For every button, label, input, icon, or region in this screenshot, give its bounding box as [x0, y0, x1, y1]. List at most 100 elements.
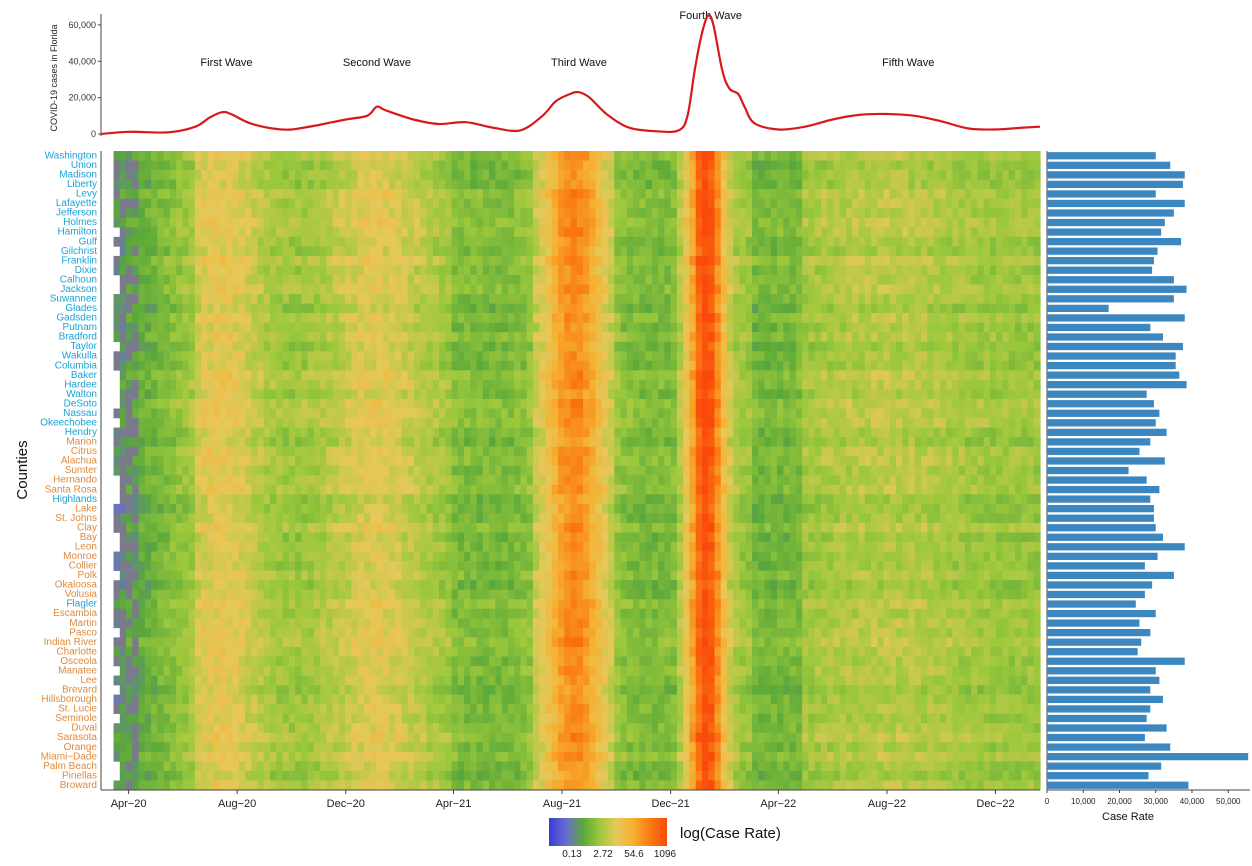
- heatmap-cell: [545, 161, 552, 171]
- heatmap-cell: [464, 428, 471, 438]
- heatmap-cell: [320, 313, 327, 323]
- heatmap-cell: [408, 265, 415, 275]
- heatmap-cell: [145, 389, 152, 399]
- heatmap-cell: [239, 437, 246, 447]
- heatmap-cell: [758, 351, 765, 361]
- heatmap-cell: [608, 361, 615, 371]
- heatmap-cell: [877, 275, 884, 285]
- heatmap-cell: [445, 151, 452, 161]
- heatmap-cell: [333, 342, 340, 352]
- heatmap-cell: [564, 199, 571, 209]
- heatmap-cell: [364, 256, 371, 266]
- heatmap-cell: [395, 409, 402, 419]
- heatmap-cell: [884, 189, 891, 199]
- heatmap-cell: [708, 447, 715, 457]
- heatmap-cell: [871, 161, 878, 171]
- heatmap-cell: [401, 313, 408, 323]
- heatmap-cell: [345, 370, 352, 380]
- heatmap-cell: [921, 227, 928, 237]
- heatmap-cell: [458, 332, 465, 342]
- heatmap-cell: [226, 437, 233, 447]
- heatmap-cell: [702, 380, 709, 390]
- heatmap-cell: [433, 399, 440, 409]
- heatmap-cell: [245, 466, 252, 476]
- heatmap-cell: [176, 418, 183, 428]
- heatmap-cell: [339, 342, 346, 352]
- heatmap-cell: [708, 218, 715, 228]
- heatmap-cell: [539, 180, 546, 190]
- heatmap-cell: [157, 199, 164, 209]
- heatmap-cell: [683, 409, 690, 419]
- heatmap-cell: [671, 342, 678, 352]
- heatmap-cell: [934, 389, 941, 399]
- heatmap-cell: [884, 294, 891, 304]
- heatmap-cell: [664, 227, 671, 237]
- heatmap-cell: [677, 389, 684, 399]
- heatmap-cell: [564, 218, 571, 228]
- heatmap-cell: [858, 304, 865, 314]
- heatmap-cell: [270, 275, 277, 285]
- heatmap-cell: [477, 180, 484, 190]
- heatmap-cell: [364, 180, 371, 190]
- heatmap-cell: [884, 342, 891, 352]
- heatmap-cell: [777, 170, 784, 180]
- heatmap-cell: [264, 447, 271, 457]
- heatmap-cell: [852, 199, 859, 209]
- heatmap-cell: [890, 389, 897, 399]
- heatmap-cell: [139, 199, 146, 209]
- heatmap-cell: [552, 237, 559, 247]
- heatmap-cell: [934, 342, 941, 352]
- heatmap-cell: [721, 370, 728, 380]
- heatmap-cell: [671, 313, 678, 323]
- heatmap-cell: [527, 389, 534, 399]
- heatmap-cell: [990, 151, 997, 161]
- heatmap-cell: [251, 313, 258, 323]
- heatmap-cell: [646, 389, 653, 399]
- heatmap-cell: [940, 380, 947, 390]
- heatmap-cell: [1021, 275, 1028, 285]
- heatmap-cell: [226, 323, 233, 333]
- heatmap-cell: [132, 437, 139, 447]
- heatmap-cell: [389, 265, 396, 275]
- heatmap-cell: [151, 237, 158, 247]
- heatmap-cell: [1009, 246, 1016, 256]
- heatmap-cell: [383, 323, 390, 333]
- heatmap-cell: [752, 294, 759, 304]
- heatmap-cell: [689, 370, 696, 380]
- heatmap-cell: [965, 399, 972, 409]
- heatmap-cell: [120, 418, 127, 428]
- heatmap-cell: [689, 161, 696, 171]
- heatmap-cell: [239, 370, 246, 380]
- heatmap-cell: [533, 456, 540, 466]
- heatmap-cell: [658, 161, 665, 171]
- heatmap-cell: [990, 456, 997, 466]
- heatmap-cell: [1009, 380, 1016, 390]
- heatmap-cell: [627, 246, 634, 256]
- heatmap-cell: [783, 256, 790, 266]
- heatmap-cell: [621, 227, 628, 237]
- heatmap-cell: [552, 189, 559, 199]
- heatmap-cell: [808, 437, 815, 447]
- heatmap-cell: [483, 313, 490, 323]
- heatmap-cell: [258, 351, 265, 361]
- heatmap-cell: [182, 285, 189, 295]
- heatmap-cell: [558, 399, 565, 409]
- heatmap-cell: [414, 332, 421, 342]
- heatmap-cell: [477, 237, 484, 247]
- heatmap-cell: [552, 409, 559, 419]
- heatmap-cell: [714, 428, 721, 438]
- heatmap-cell: [483, 323, 490, 333]
- heatmap-cell: [890, 304, 897, 314]
- heatmap-cell: [858, 208, 865, 218]
- heatmap-cell: [865, 237, 872, 247]
- heatmap-cell: [965, 170, 972, 180]
- heatmap-cell: [1021, 380, 1028, 390]
- heatmap-cell: [201, 370, 208, 380]
- heatmap-cell: [170, 370, 177, 380]
- heatmap-cell: [727, 170, 734, 180]
- heatmap-cell: [195, 389, 202, 399]
- heatmap-cell: [984, 170, 991, 180]
- heatmap-cell: [320, 370, 327, 380]
- heatmap-cell: [157, 294, 164, 304]
- heatmap-cell: [114, 237, 121, 247]
